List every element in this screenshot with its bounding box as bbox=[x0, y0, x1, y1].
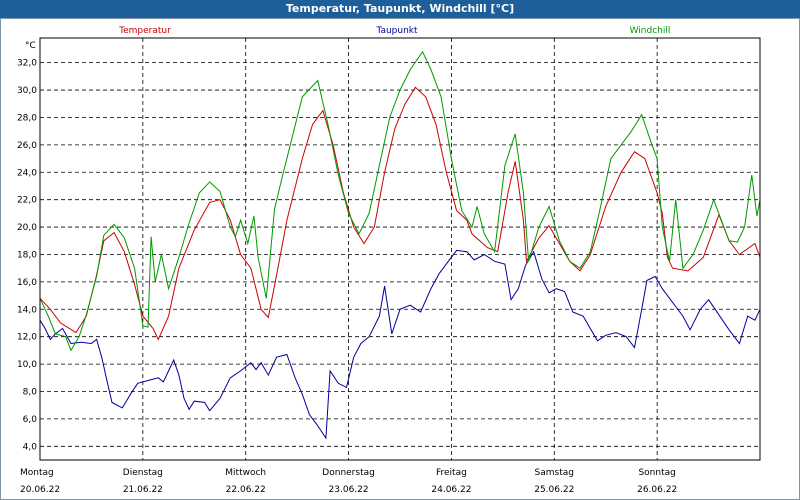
y-tick-label: 26,0 bbox=[17, 141, 37, 151]
x-day-label: Dienstag bbox=[123, 468, 163, 478]
x-date-label: 20.06.22 bbox=[20, 485, 60, 495]
x-date-label: 22.06.22 bbox=[226, 485, 266, 495]
y-tick-label: 12,0 bbox=[17, 333, 37, 343]
x-day-label: Donnerstag bbox=[322, 468, 375, 478]
legend-entry: Temperatur bbox=[118, 26, 171, 36]
series-line-windchill bbox=[39, 50, 761, 352]
x-day-label: Freitag bbox=[436, 468, 467, 478]
y-tick-label: 6,0 bbox=[23, 415, 38, 425]
y-tick-label: 22,0 bbox=[17, 196, 37, 206]
x-day-label: Samstag bbox=[535, 468, 574, 478]
x-date-label: 24.06.22 bbox=[431, 485, 471, 495]
legend-entry: Windchill bbox=[630, 26, 671, 36]
legend-entry: Taupunkt bbox=[375, 26, 418, 36]
chart-title: Temperatur, Taupunkt, Windchill [°C] bbox=[0, 0, 800, 18]
x-date-label: 21.06.22 bbox=[123, 485, 163, 495]
y-tick-label: 30,0 bbox=[17, 86, 37, 96]
y-tick-label: 32,0 bbox=[17, 59, 37, 69]
x-day-label: Mittwoch bbox=[225, 468, 266, 478]
x-day-label: Montag bbox=[20, 468, 54, 478]
y-tick-label: 14,0 bbox=[17, 305, 37, 315]
y-tick-label: 28,0 bbox=[17, 113, 37, 123]
series-line-temperatur bbox=[39, 86, 761, 341]
y-tick-label: 8,0 bbox=[23, 387, 38, 397]
x-date-label: 26.06.22 bbox=[637, 485, 677, 495]
y-axis-unit: °C bbox=[25, 41, 36, 51]
x-date-label: 23.06.22 bbox=[329, 485, 369, 495]
x-axis-labels: Montag 20.06.22 Dienstag 21.06.22 Mittwoch 22… bbox=[20, 468, 677, 495]
x-date-label: 25.06.22 bbox=[534, 485, 574, 495]
series-lines bbox=[39, 50, 761, 440]
grid-lines bbox=[40, 38, 760, 460]
y-tick-label: 16,0 bbox=[17, 278, 37, 288]
y-tick-label: 10,0 bbox=[17, 360, 37, 370]
y-tick-label: 20,0 bbox=[17, 223, 37, 233]
x-day-label: Sonntag bbox=[638, 468, 675, 478]
y-tick-label: 18,0 bbox=[17, 250, 37, 260]
legend: Temperatur Taupunkt Windchill bbox=[118, 26, 670, 36]
plot-area-border bbox=[39, 37, 761, 461]
series-line-taupunkt bbox=[39, 249, 761, 440]
y-tick-label: 24,0 bbox=[17, 168, 37, 178]
y-axis-labels: 4,0 6,0 8,0 10,0 12,0 14,0 16,0 18,0 20,0 22,0 24,… bbox=[17, 59, 37, 453]
y-tick-label: 4,0 bbox=[23, 442, 38, 452]
